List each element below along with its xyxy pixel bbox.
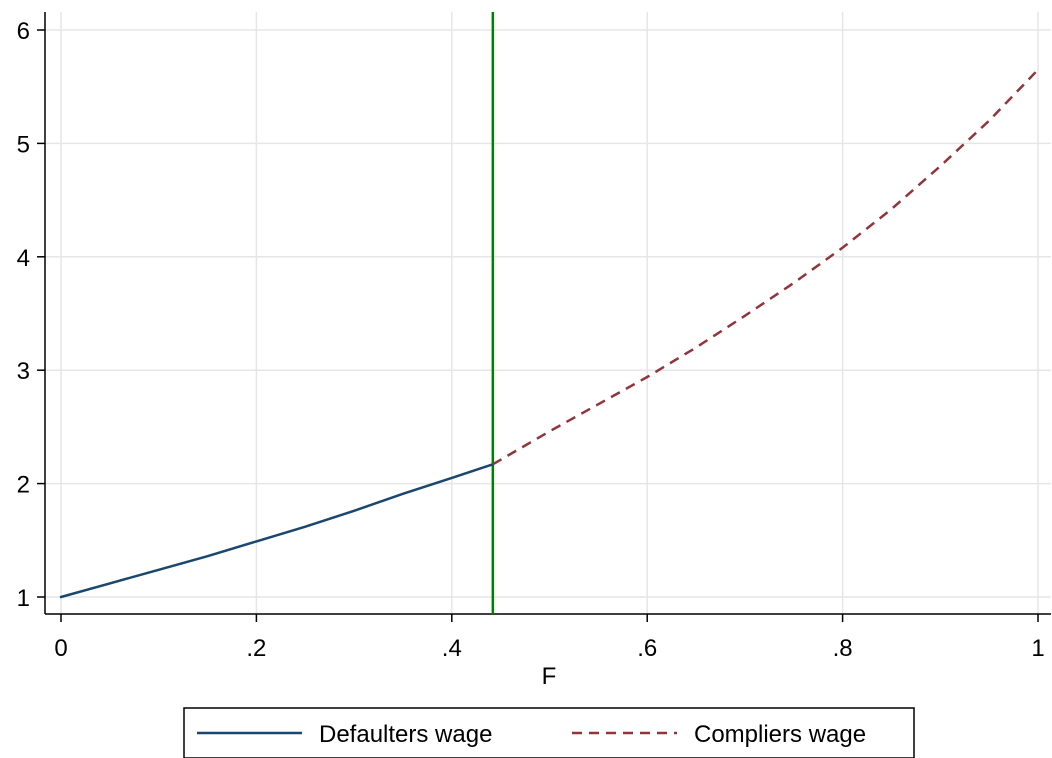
x-tick-label: .6 [637,635,657,662]
y-tick-label: 6 [17,18,30,45]
x-tick-label: 1 [1031,635,1044,662]
series-line-compliers [492,68,1039,466]
x-tick-label: 0 [54,635,67,662]
axes [37,12,1051,622]
y-tick-label: 4 [17,245,30,272]
y-tick-label: 5 [17,131,30,158]
y-tick-label: 1 [17,585,30,612]
series-line-defaulters [59,463,495,599]
y-tick-label: 3 [17,358,30,385]
legend-label-defaulters: Defaulters wage [319,721,492,748]
tick-labels: 0 .2 .4 .6 .8 1 1 2 3 4 5 6 [17,18,1045,662]
legend-label-compliers: Compliers wage [694,721,866,748]
x-tick-label: .8 [833,635,853,662]
x-tick-label: .4 [442,635,462,662]
grid [45,12,1051,614]
x-tick-label: .2 [246,635,266,662]
legend: Defaulters wage Compliers wage [183,707,915,758]
legend-box [183,707,915,758]
x-axis-title: F [542,663,557,690]
series-layer [59,12,1039,614]
y-tick-label: 2 [17,472,30,499]
